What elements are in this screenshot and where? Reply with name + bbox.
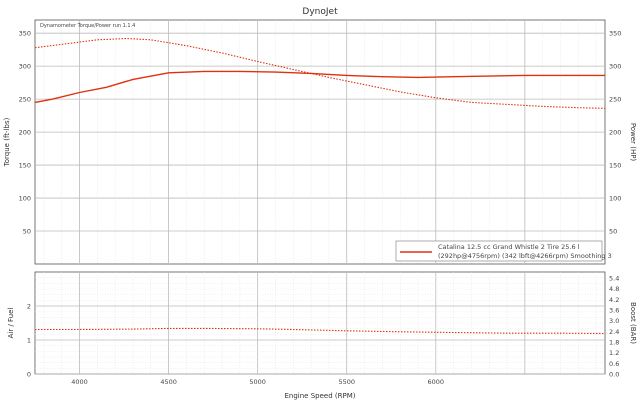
legend-line-1: Catalina 12.5 cc Grand Whistle 2 Tire 25…	[438, 243, 580, 251]
y-tick-label: 2	[27, 303, 31, 311]
legend-line-2: (292hp@4756rpm) (342 lbft@4266rpm) Smoot…	[438, 252, 612, 260]
y-tick-label: 100	[19, 195, 31, 203]
y-tick-label: 350	[19, 30, 31, 38]
x-tick-label: 5500	[338, 378, 355, 386]
x-tick-label: 4500	[160, 378, 177, 386]
top-left-tick-labels: 50 100 150 200 250 300 350	[19, 30, 31, 236]
top-right-tick-labels: 50 100 150 200 250 300 350	[609, 30, 621, 236]
x-axis-label: Engine Speed (RPM)	[285, 392, 356, 400]
y-tick-label: 50	[23, 228, 31, 236]
y-tick-label-right: 3.6	[609, 307, 619, 315]
y-tick-label-right: 150	[609, 162, 621, 170]
series-line-power	[34, 70, 605, 104]
legend: Catalina 12.5 cc Grand Whistle 2 Tire 25…	[395, 240, 612, 262]
y-tick-label-right: 4.2	[609, 296, 619, 304]
bottom-left-tick-labels: 0 1 2	[27, 303, 31, 379]
y-tick-label-right: 1.2	[609, 349, 619, 357]
bottom-right-tick-labels: 0.0 0.6 1.2 1.8 2.4 3.0 3.6 4.2 4.8 5.4	[609, 275, 619, 379]
boost-axis-label: Boost (BAR)	[629, 302, 637, 344]
y-tick-label-right: 200	[609, 129, 621, 137]
left-y-axis-label: Torque (ft-lbs)	[3, 117, 11, 167]
chart-title: DynoJet	[302, 7, 338, 17]
y-tick-label: 150	[19, 162, 31, 170]
y-tick-label: 250	[19, 96, 31, 104]
series-line-air-fuel	[35, 327, 606, 335]
y-tick-label-right: 2.4	[609, 328, 619, 336]
top-plot-frame	[34, 19, 606, 265]
y-tick-label-right: 350	[609, 30, 621, 38]
right-y-axis-label: Power (HP)	[629, 123, 637, 162]
x-tick-label: 5000	[249, 378, 266, 386]
x-tick-label: 6000	[428, 378, 445, 386]
top-plot-subtitle: Dynamometer Torque/Power run 1.1.4	[40, 23, 135, 29]
y-tick-label-right: 250	[609, 96, 621, 104]
bottom-plot-grid	[35, 272, 605, 375]
y-tick-label-right: 0.6	[609, 360, 619, 368]
x-tick-label: 4000	[71, 378, 88, 386]
y-tick-label: 300	[19, 63, 31, 71]
bottom-series-group	[35, 327, 606, 335]
y-tick-label-right: 0.0	[609, 371, 619, 379]
y-tick-label-right: 3.0	[609, 317, 619, 325]
series-line-torque	[34, 37, 606, 109]
y-tick-label-right: 4.8	[609, 285, 619, 293]
x-tick-labels: 4000 4500 5000 5500 6000	[71, 378, 444, 386]
y-tick-label-right: 50	[609, 228, 617, 236]
y-tick-label: 1	[27, 337, 31, 345]
y-tick-label: 200	[19, 129, 31, 137]
y-tick-label-right: 1.8	[609, 339, 619, 347]
y-tick-label-right: 5.4	[609, 275, 619, 283]
legend-box	[395, 240, 603, 262]
top-series-group	[34, 37, 606, 109]
top-plot-grid	[35, 20, 605, 264]
y-tick-label-right: 100	[609, 195, 621, 203]
y-tick-label: 0	[27, 371, 31, 379]
air-fuel-axis-label: Air / Fuel	[7, 308, 15, 339]
y-tick-label-right: 300	[609, 63, 621, 71]
